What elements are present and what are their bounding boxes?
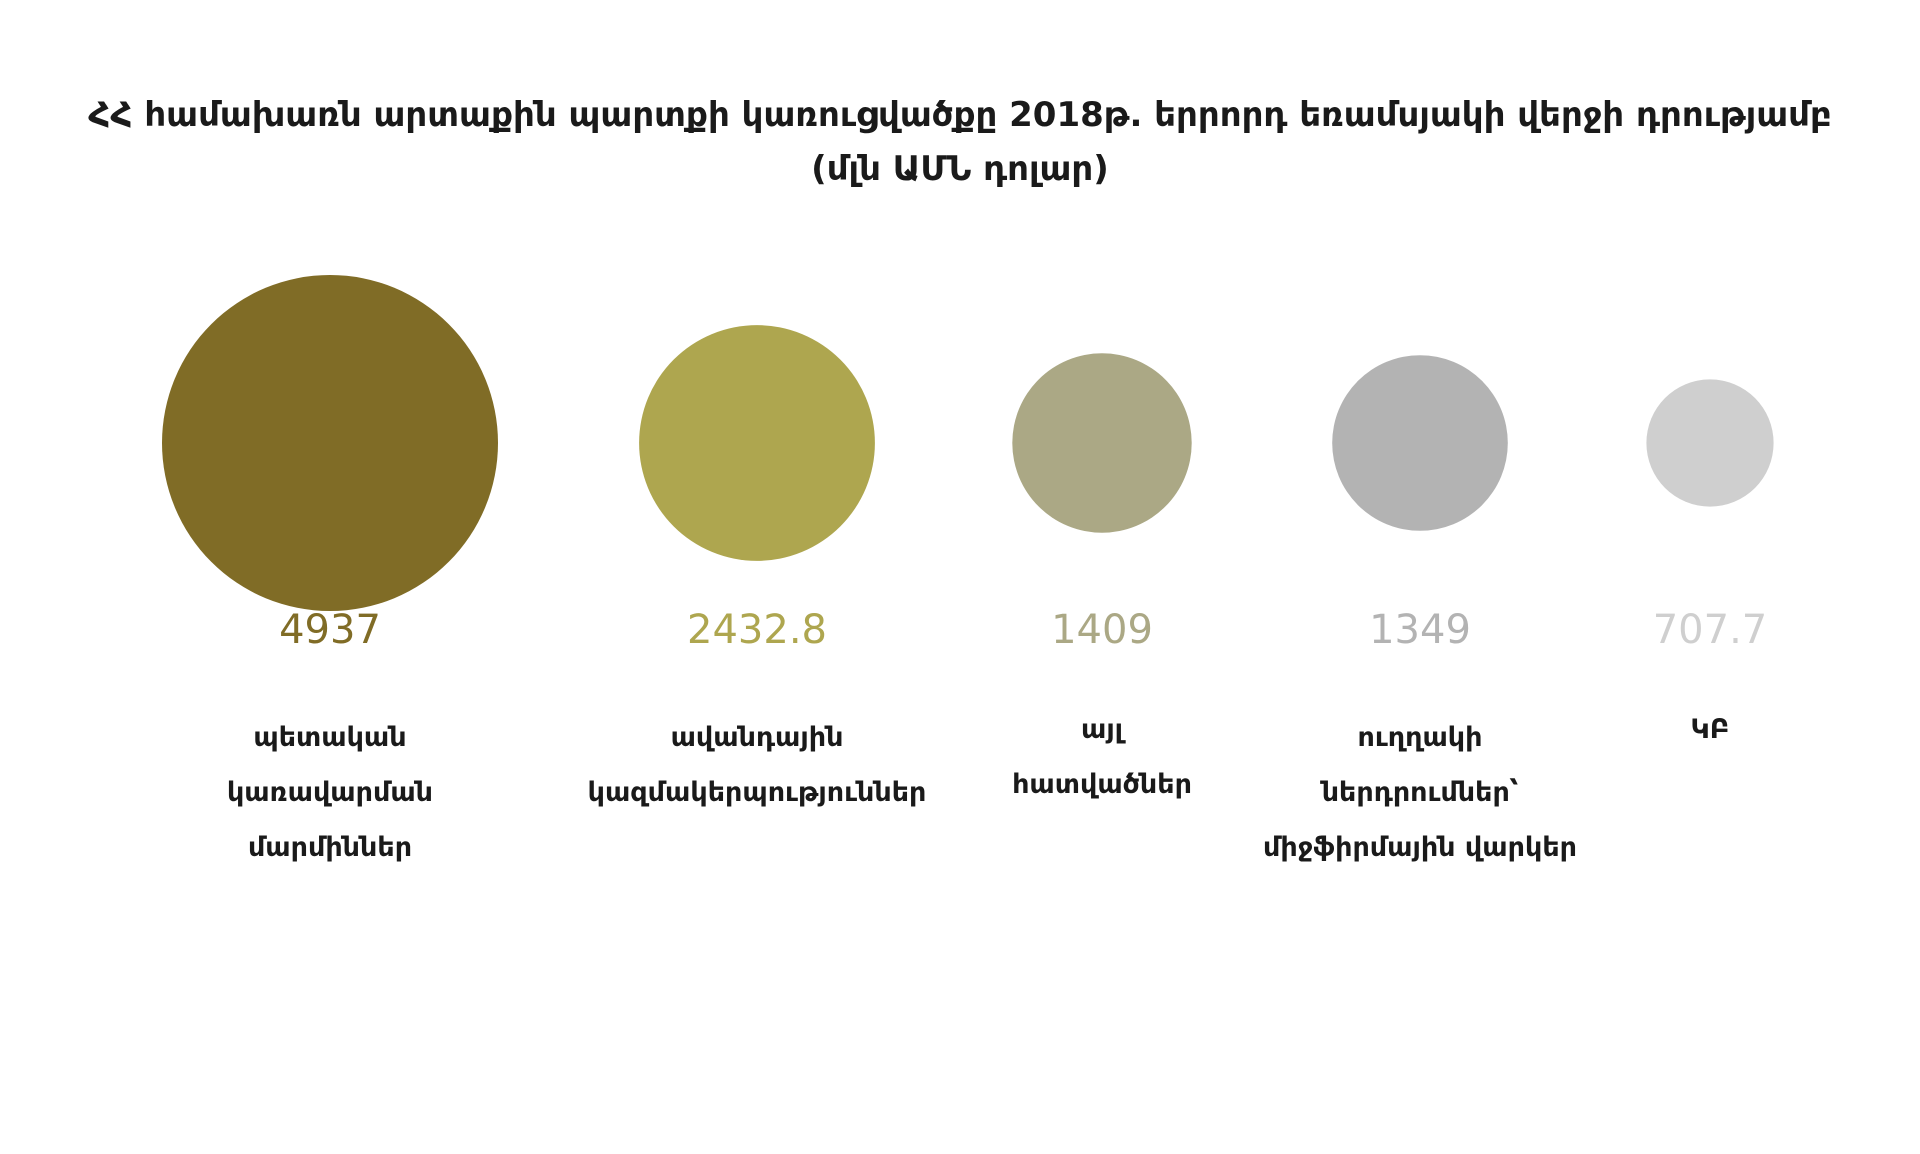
- value-labels-group: 4937 2432.8 1409 1349 707.7: [279, 607, 1767, 653]
- category-label-deposit-organizations: ավանդային կազմակերպություններ: [547, 710, 967, 820]
- value-label-deposit-organizations: 2432.8: [687, 607, 827, 653]
- category-label-line: այլ: [1080, 714, 1124, 745]
- bubble-state-government: [162, 275, 498, 611]
- value-label-other-sectors: 1409: [1051, 607, 1153, 653]
- value-label-direct-investment: 1349: [1369, 607, 1471, 653]
- category-label-line: հատվածներ: [1012, 769, 1192, 800]
- category-label-line: ներդրումներ՝: [1321, 777, 1519, 808]
- category-label-line: կառավարման: [226, 777, 434, 808]
- category-label-line: ուղղակի: [1357, 722, 1483, 753]
- category-label-line: ավանդային: [670, 722, 844, 753]
- chart-title-line-1: ՀՀ համախառն արտաքին պարտքի կառուցվածքը 2…: [88, 95, 1832, 135]
- value-label-state-government: 4937: [279, 607, 381, 653]
- category-label-line: ԿԲ: [1690, 714, 1730, 745]
- category-label-other-sectors: այլ հատվածներ: [892, 702, 1312, 812]
- category-label-state-government: պետական կառավարման մարմիններ: [120, 710, 540, 875]
- bubble-direct-investment: [1332, 355, 1508, 531]
- category-label-line: կազմակերպություններ: [587, 777, 927, 808]
- value-label-central-bank: 707.7: [1653, 607, 1768, 653]
- chart-title: ՀՀ համախառն արտաքին պարտքի կառուցվածքը 2…: [0, 88, 1920, 196]
- category-label-direct-investment: ուղղակի ներդրումներ՝ միջֆիրմային վարկեր: [1210, 710, 1630, 875]
- category-label-line: միջֆիրմային վարկեր: [1262, 832, 1577, 863]
- bubbles-group: [162, 275, 1774, 611]
- bubble-other-sectors: [1012, 353, 1192, 533]
- category-label-line: պետական: [253, 722, 407, 753]
- bubble-deposit-organizations: [639, 325, 875, 561]
- category-label-central-bank: ԿԲ: [1500, 702, 1920, 757]
- category-label-line: մարմիններ: [247, 832, 413, 863]
- chart-title-line-2: (մլն ԱՄՆ դոլար): [811, 149, 1109, 189]
- bubble-central-bank: [1646, 379, 1774, 507]
